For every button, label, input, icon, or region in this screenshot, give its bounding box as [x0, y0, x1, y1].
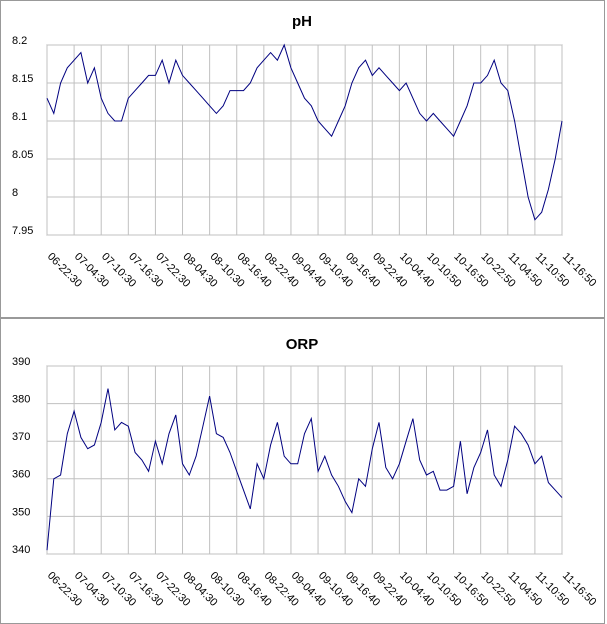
y-tick-label: 8.2 — [12, 35, 27, 47]
y-tick-label: 380 — [12, 394, 30, 406]
data-line — [46, 388, 563, 551]
y-tick-label: 8.15 — [12, 73, 33, 85]
plot-area — [46, 365, 563, 555]
y-tick-label: 8.1 — [12, 111, 27, 123]
y-tick-label: 8 — [12, 187, 18, 199]
chart-title: ORP — [286, 336, 319, 353]
y-tick-label: 8.05 — [12, 149, 33, 161]
chart-title: pH — [292, 13, 312, 30]
plot-area — [46, 44, 563, 236]
y-tick-label: 7.95 — [12, 225, 33, 237]
y-tick-label: 360 — [12, 469, 30, 481]
data-line — [46, 43, 563, 221]
y-tick-label: 350 — [12, 506, 30, 518]
y-tick-label: 390 — [12, 356, 30, 368]
y-tick-label: 370 — [12, 431, 30, 443]
y-tick-label: 340 — [12, 544, 30, 556]
